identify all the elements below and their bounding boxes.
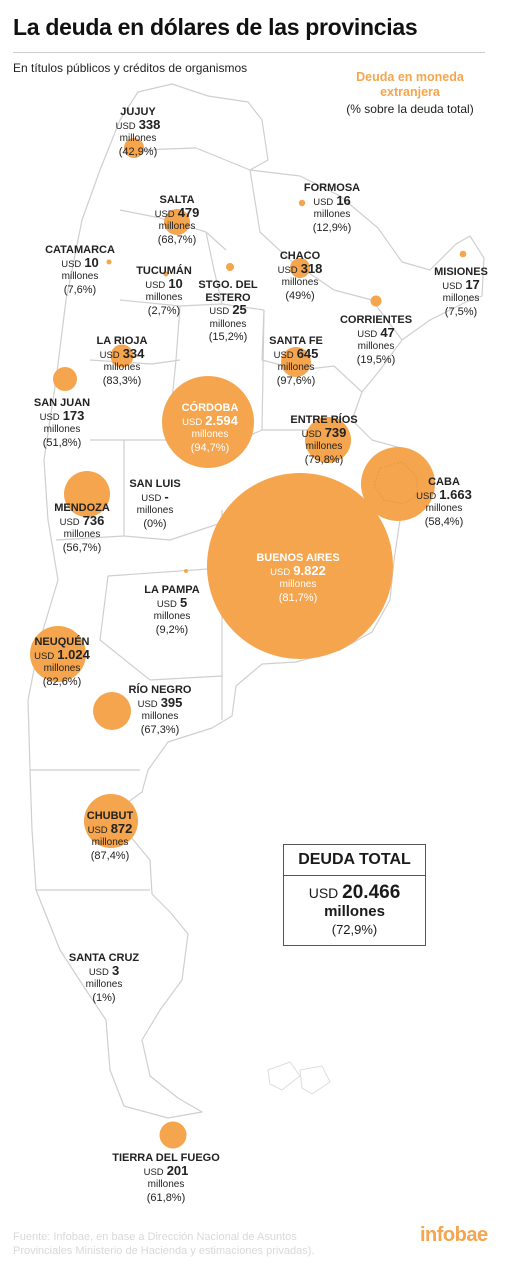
legend-subtitle: (% sobre la deuda total)	[346, 102, 474, 116]
infobae-logo: infobae	[420, 1224, 488, 1246]
page-subtitle: En títulos públicos y créditos de organi…	[13, 61, 248, 75]
province-label-mendoza: MENDOZA USD 736 millones (56,7%)	[54, 502, 110, 554]
bubble-misiones	[459, 250, 467, 258]
province-label-salta: SALTA USD 479 millones (68,7%)	[154, 194, 200, 246]
title-divider	[13, 52, 485, 53]
bubble-salta	[164, 209, 190, 235]
source-note: Fuente: Infobae, en base a Dirección Nac…	[13, 1231, 315, 1257]
malvinas-islands	[267, 1061, 331, 1095]
province-label-la-rioja: LA RIOJA USD 334 millones (83,3%)	[96, 335, 148, 387]
bubble-rio-negro	[93, 692, 131, 730]
province-label-santiago-del-estero: STGO. DEL ESTERO USD 25 millones (15,2%)	[198, 279, 258, 343]
province-label-san-juan: SAN JUAN USD 173 millones (51,8%)	[33, 397, 91, 449]
province-label-cordoba: CÓRDOBA USD 2.594 millones (94,7%)	[181, 402, 239, 454]
province-label-tucuman: TUCUMÁN USD 10 millones (2,7%)	[136, 265, 192, 317]
total-percentage: (72,9%)	[331, 922, 378, 937]
province-label-santa-fe: SANTA FE USD 645 millones (97,6%)	[269, 335, 323, 387]
bubble-tucuman	[163, 271, 169, 277]
bubble-santiago-del-estero	[226, 263, 234, 271]
bubble-tierra-del-fuego	[159, 1121, 187, 1149]
bubble-buenos-aires	[207, 473, 393, 659]
total-debt-box: DEUDA TOTAL USD 20.466 millones (72,9%)	[283, 844, 426, 946]
bubble-catamarca	[106, 259, 112, 265]
province-label-corrientes: CORRIENTES USD 47 millones (19,5%)	[339, 314, 413, 366]
total-heading: DEUDA TOTAL	[284, 845, 425, 876]
bubble-mendoza	[64, 471, 110, 517]
bubble-chaco	[290, 258, 310, 278]
bubble-la-pampa	[184, 569, 188, 573]
province-label-chubut: CHUBUT USD 872 millones (87,4%)	[86, 810, 134, 862]
province-label-neuquen: NEUQUÉN USD 1.024 millones (82,6%)	[34, 636, 90, 688]
legend: Deuda en moneda extranjera (% sobre la d…	[325, 70, 495, 116]
bubble-san-juan	[53, 367, 77, 391]
province-label-jujuy: JUJUY USD 338 millones (42,9%)	[115, 106, 161, 158]
province-label-santa-cruz: SANTA CRUZ USD 3 millones (1%)	[68, 952, 140, 1004]
country-outline	[27, 83, 485, 1119]
caba-detail-outline	[373, 461, 419, 505]
province-label-entre-rios: ENTRE RÍOS USD 739 millones (79,8%)	[290, 414, 358, 466]
page-title: La deuda en dólares de las provincias	[13, 14, 418, 40]
bubble-entre-rios	[305, 417, 351, 463]
province-label-la-pampa: LA PAMPA USD 5 millones (9,2%)	[144, 584, 200, 636]
total-amount: USD 20.466	[308, 882, 401, 903]
bubble-formosa	[298, 199, 306, 207]
bubble-neuquen	[30, 626, 86, 682]
province-label-rio-negro: RÍO NEGRO USD 395 millones (67,3%)	[128, 684, 192, 736]
total-unit: millones	[324, 903, 385, 920]
bubble-corrientes	[370, 295, 382, 307]
bubble-la-rioja	[110, 344, 134, 368]
province-label-formosa: FORMOSA USD 16 millones (12,9%)	[303, 182, 361, 234]
province-label-tierra-del-fuego: TIERRA DEL FUEGO USD 201 millones (61,8%…	[112, 1152, 220, 1204]
bubble-santa-fe	[281, 347, 311, 377]
debt-bubbles	[30, 138, 467, 1149]
legend-title: Deuda en moneda extranjera	[356, 70, 464, 99]
bubble-cordoba	[162, 376, 254, 468]
province-label-chaco: CHACO USD 318 millones (49%)	[277, 250, 323, 302]
province-label-catamarca: CATAMARCA USD 10 millones (7,6%)	[45, 244, 115, 296]
bubble-jujuy	[124, 138, 144, 158]
province-label-buenos-aires: BUENOS AIRES USD 9.822 millones (81,7%)	[256, 552, 340, 604]
bubble-caba	[361, 447, 435, 521]
province-label-caba: CABA USD 1.663 millones (58,4%)	[416, 476, 472, 528]
province-label-san-luis: SAN LUIS USD - millones (0%)	[129, 478, 181, 530]
province-label-misiones: MISIONES USD 17 millones (7,5%)	[434, 266, 488, 318]
bubble-chubut	[84, 794, 138, 848]
